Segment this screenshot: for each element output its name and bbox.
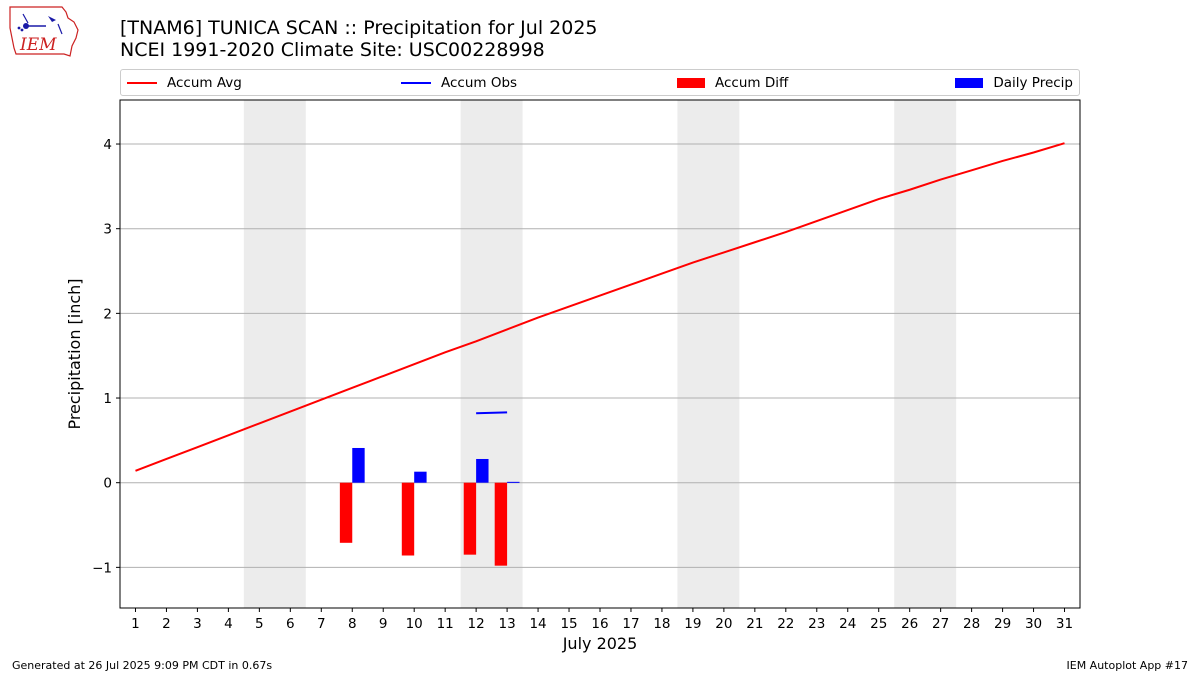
x-tick-label: 27 xyxy=(932,616,949,632)
x-tick-label: 18 xyxy=(653,616,670,632)
legend-label: Accum Avg xyxy=(167,74,242,91)
accum-diff-bar xyxy=(401,482,415,556)
x-tick-label: 24 xyxy=(839,616,856,632)
x-tick-label: 14 xyxy=(529,616,546,632)
app-credit: IEM Autoplot App #17 xyxy=(1066,659,1189,672)
y-tick-label: 2 xyxy=(103,306,112,322)
legend-item-accum-avg: Accum Avg xyxy=(127,70,242,95)
legend-item-daily-precip: Daily Precip xyxy=(955,70,1073,95)
chart-title: [TNAM6] TUNICA SCAN :: Precipitation for… xyxy=(120,17,598,39)
y-tick-label: −1 xyxy=(92,560,112,576)
x-tick-label: 9 xyxy=(379,616,388,632)
accum-obs-line xyxy=(476,411,508,415)
legend: Accum Avg Accum Obs Accum Diff Daily Precip xyxy=(120,69,1080,96)
legend-swatch xyxy=(127,81,157,84)
iem-logo-graphic: IEM xyxy=(9,6,79,57)
legend-label: Accum Obs xyxy=(441,74,518,91)
x-tick-label: 21 xyxy=(746,616,763,632)
weekend-band xyxy=(894,100,957,608)
x-tick-label: 31 xyxy=(1056,616,1073,632)
x-tick-label: 3 xyxy=(193,616,202,632)
x-tick-label: 20 xyxy=(715,616,732,632)
x-tick-label: 22 xyxy=(777,616,794,632)
legend-label: Accum Diff xyxy=(715,74,789,91)
daily-precip-bar xyxy=(414,471,427,483)
x-tick-label: 5 xyxy=(255,616,264,632)
chart-subtitle: NCEI 1991-2020 Climate Site: USC00228998 xyxy=(120,39,545,61)
daily-precip-bar xyxy=(352,447,365,483)
weekend-band xyxy=(243,100,306,608)
x-tick-label: 8 xyxy=(348,616,357,632)
weekend-band xyxy=(677,100,740,608)
legend-item-accum-diff: Accum Diff xyxy=(677,70,788,95)
x-tick-label: 6 xyxy=(286,616,295,632)
generated-timestamp: Generated at 26 Jul 2025 9:09 PM CDT in … xyxy=(12,659,273,672)
y-tick-label: 1 xyxy=(103,391,112,407)
daily-precip-bar xyxy=(476,458,489,483)
legend-item-accum-obs: Accum Obs xyxy=(401,70,517,95)
x-tick-label: 19 xyxy=(684,616,701,632)
x-tick-label: 17 xyxy=(622,616,639,632)
x-tick-label: 30 xyxy=(1025,616,1042,632)
x-tick-label: 1 xyxy=(131,616,140,632)
x-axis-label: July 2025 xyxy=(562,634,638,653)
accum-diff-bar xyxy=(494,482,508,566)
x-tick-label: 2 xyxy=(162,616,171,632)
logo-text: IEM xyxy=(19,35,57,55)
legend-label: Daily Precip xyxy=(993,74,1073,91)
x-tick-label: 15 xyxy=(560,616,577,632)
legend-swatch xyxy=(401,81,431,84)
x-tick-label: 12 xyxy=(468,616,485,632)
x-tick-label: 13 xyxy=(499,616,516,632)
legend-swatch xyxy=(677,77,705,88)
accum-avg-line xyxy=(135,142,1065,472)
y-axis-label: Precipitation [inch] xyxy=(65,278,84,429)
x-tick-label: 28 xyxy=(963,616,980,632)
x-tick-label: 7 xyxy=(317,616,326,632)
x-tick-label: 16 xyxy=(591,616,608,632)
x-tick-label: 4 xyxy=(224,616,233,632)
iem-logo: IEM xyxy=(6,4,82,60)
x-tick-label: 11 xyxy=(437,616,454,632)
x-tick-label: 26 xyxy=(901,616,918,632)
x-tick-label: 10 xyxy=(406,616,423,632)
daily-precip-bar xyxy=(507,481,520,483)
x-tick-label: 29 xyxy=(994,616,1011,632)
x-tick-label: 23 xyxy=(808,616,825,632)
y-tick-label: 4 xyxy=(103,137,112,153)
x-tick-label: 25 xyxy=(870,616,887,632)
legend-swatch xyxy=(955,77,984,88)
accum-diff-bar xyxy=(463,482,477,555)
y-tick-label: 0 xyxy=(103,476,112,492)
accum-diff-bar xyxy=(339,482,353,543)
y-tick-label: 3 xyxy=(103,222,112,238)
